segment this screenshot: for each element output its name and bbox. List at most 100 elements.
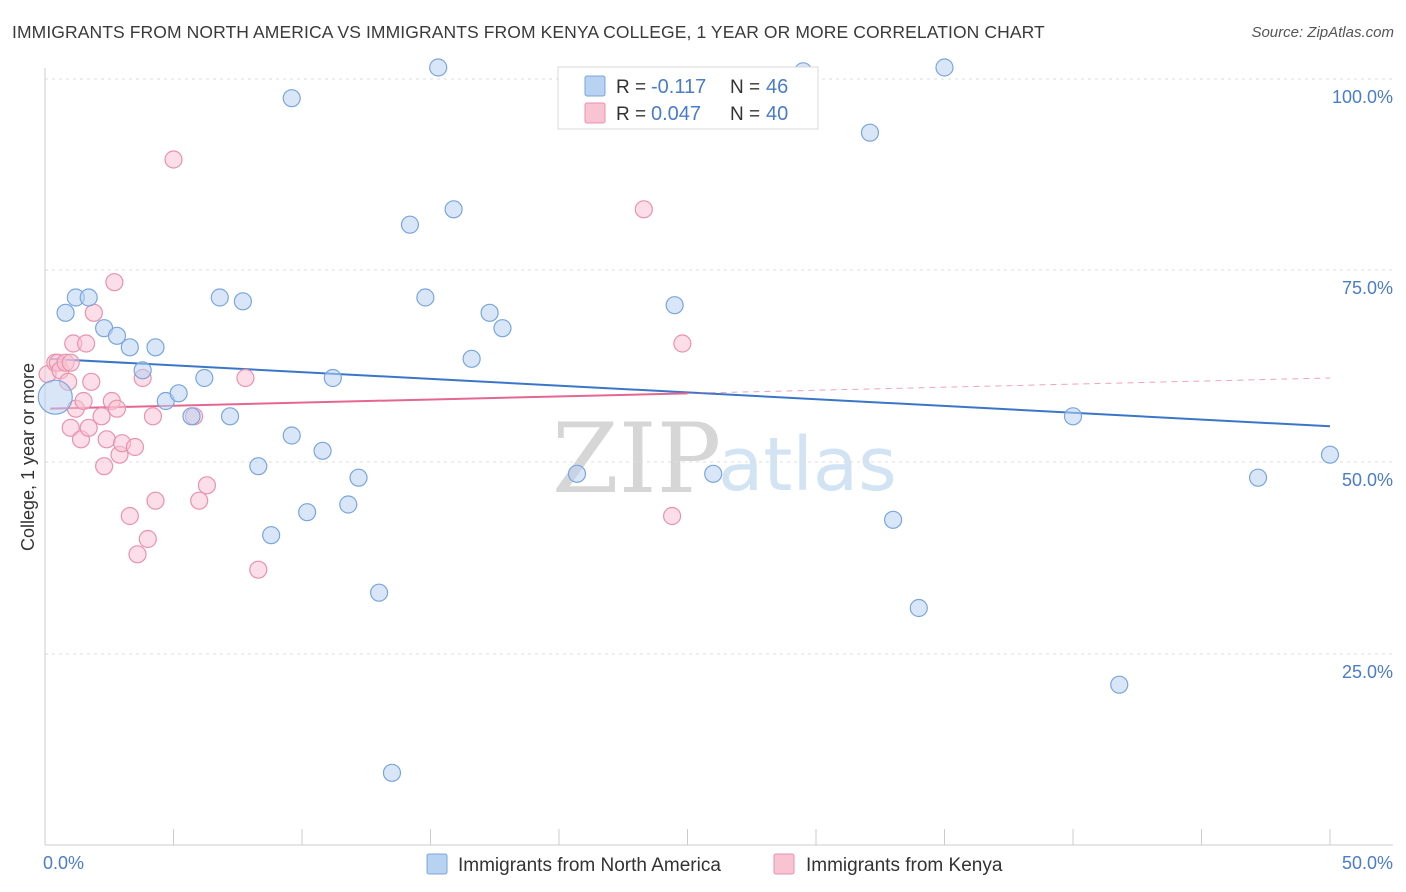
legend-r-label-1: R = [616,104,646,125]
north-america-point [462,349,481,368]
legend-n-value-1: 40 [766,103,788,125]
kenya-point [61,418,80,437]
north-america-points [37,58,1340,782]
north-america-point [37,379,73,415]
y-tick-label: 50.0% [1342,470,1393,490]
trend-line-kenya [50,392,688,410]
axes [44,68,1393,846]
kenya-point [634,200,653,219]
kenya-point [236,368,255,388]
kenya-point [61,353,80,372]
kenya-point [74,391,93,411]
kenya-point [92,407,111,426]
trend-lines [50,357,1331,428]
north-america-point [860,123,880,142]
legend-r-value-0: -0.117 [651,76,706,98]
kenya-point [79,418,98,437]
north-america-point [416,288,435,307]
north-america-point [370,583,389,602]
north-america-point [323,368,342,388]
legend-n-label-0: N = [730,77,760,98]
north-america-point [107,326,127,345]
north-america-point [120,338,139,357]
kenya-point [77,334,96,353]
source-label: Source: ZipAtlas.com [1251,24,1394,41]
north-america-point [298,503,317,522]
north-america-point [146,338,165,357]
y-tick-label: 100.0% [1332,87,1393,107]
series-legend: Immigrants from North America Immigrants… [426,853,1003,876]
watermark-zip: ZIP [552,403,721,515]
north-america-point [704,464,723,483]
north-america-point [349,468,368,487]
series-legend-swatch-kenya [773,853,795,875]
kenya-point [107,399,127,418]
north-america-point [1063,407,1083,426]
kenya-point [138,529,157,549]
kenya-points [38,150,692,579]
north-america-point [400,215,420,234]
north-america-point [282,426,301,445]
series-legend-label-north-america: Immigrants from North America [458,855,721,876]
kenya-point [97,430,116,449]
kenya-point [197,476,217,495]
kenya-point [164,150,183,169]
north-america-point [883,510,903,529]
kenya-point [190,491,209,510]
north-america-point [935,58,954,77]
north-america-point [567,464,587,483]
series-legend-swatch-north-america [426,853,448,875]
kenya-point [673,334,692,353]
legend-r-label-0: R = [616,77,646,98]
kenya-point [82,372,101,391]
north-america-point [480,303,499,322]
kenya-point [120,506,139,526]
north-america-point [210,288,229,307]
north-america-point [233,292,252,311]
grid-lines [45,78,1393,655]
north-america-point [665,296,684,315]
series-legend-label-kenya: Immigrants from Kenya [806,855,1003,876]
north-america-point [79,288,98,307]
kenya-point [84,303,103,322]
legend-r-value-1: 0.047 [651,103,701,125]
north-america-point [429,58,448,77]
y-tick-label: 75.0% [1342,278,1393,298]
legend-n-label-1: N = [730,104,760,125]
y-tick-label: 25.0% [1342,662,1393,682]
legend-swatch-kenya [584,102,606,124]
north-america-point [339,495,358,514]
north-america-point [1248,468,1268,487]
north-america-point [262,526,281,545]
legend-swatch-north-america [584,75,606,97]
north-america-point [444,200,463,219]
north-america-point [493,319,512,338]
kenya-point [662,506,682,526]
kenya-point [143,407,163,426]
watermark: ZIP atlas [552,403,897,515]
north-america-point [220,407,240,426]
kenya-point [105,273,124,292]
stats-legend: R = -0.117 N = 46 R = 0.047 N = 40 [557,66,819,130]
north-america-point [133,361,152,380]
north-america-point [313,441,332,460]
kenya-point [125,437,145,457]
north-america-point [249,457,268,476]
kenya-point [146,491,165,510]
north-america-point [195,368,214,388]
north-america-point [1320,445,1340,464]
trend-line-kenya-extension [687,377,1331,394]
north-america-point [182,407,201,426]
kenya-point [249,560,268,579]
x-tick-label: 50.0% [1342,853,1393,873]
tick-labels: 25.0% 50.0% 75.0% 100.0% 0.0% 50.0% [43,87,1393,873]
x-tick-label: 0.0% [43,853,84,873]
north-america-point [169,384,188,403]
north-america-point [282,89,301,108]
north-america-point [382,763,402,782]
kenya-point [128,545,147,564]
legend-n-value-0: 46 [766,76,788,98]
trend-line-north-america [50,357,1331,428]
north-america-point [1110,675,1129,694]
